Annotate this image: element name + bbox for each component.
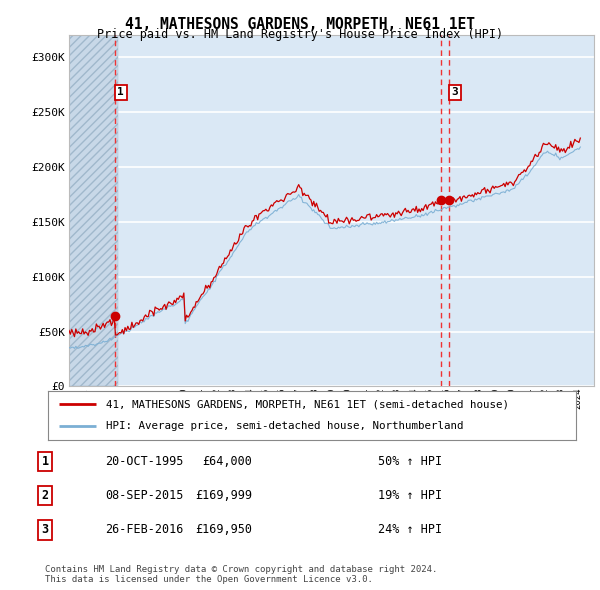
Text: 50% ↑ HPI: 50% ↑ HPI [378, 455, 442, 468]
Text: Price paid vs. HM Land Registry's House Price Index (HPI): Price paid vs. HM Land Registry's House … [97, 28, 503, 41]
Text: 19% ↑ HPI: 19% ↑ HPI [378, 489, 442, 502]
Text: 1: 1 [41, 455, 49, 468]
Text: HPI: Average price, semi-detached house, Northumberland: HPI: Average price, semi-detached house,… [106, 421, 464, 431]
Text: 20-OCT-1995: 20-OCT-1995 [105, 455, 184, 468]
Text: 26-FEB-2016: 26-FEB-2016 [105, 523, 184, 536]
Text: £169,999: £169,999 [195, 489, 252, 502]
Text: Contains HM Land Registry data © Crown copyright and database right 2024.
This d: Contains HM Land Registry data © Crown c… [45, 565, 437, 584]
Text: £64,000: £64,000 [202, 455, 252, 468]
Text: 41, MATHESONS GARDENS, MORPETH, NE61 1ET (semi-detached house): 41, MATHESONS GARDENS, MORPETH, NE61 1ET… [106, 399, 509, 409]
Text: £169,950: £169,950 [195, 523, 252, 536]
Text: 08-SEP-2015: 08-SEP-2015 [105, 489, 184, 502]
Text: 2: 2 [41, 489, 49, 502]
Text: 24% ↑ HPI: 24% ↑ HPI [378, 523, 442, 536]
Text: 3: 3 [451, 87, 458, 97]
Text: 41, MATHESONS GARDENS, MORPETH, NE61 1ET: 41, MATHESONS GARDENS, MORPETH, NE61 1ET [125, 17, 475, 31]
Text: 3: 3 [41, 523, 49, 536]
Text: 1: 1 [118, 87, 124, 97]
